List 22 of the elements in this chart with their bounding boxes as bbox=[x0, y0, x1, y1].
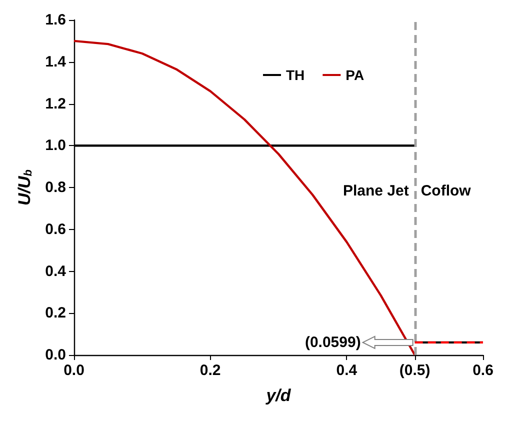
x-axis-title: y/d bbox=[265, 386, 292, 405]
x-tick-label: 0.6 bbox=[472, 362, 494, 379]
y-axis-title: U/Ub bbox=[15, 169, 34, 206]
y-tick-label: 1.4 bbox=[45, 53, 67, 70]
y-tick-label: 0.8 bbox=[45, 179, 66, 196]
y-tick-label: 1.2 bbox=[45, 95, 66, 112]
annotation: Plane Jet bbox=[342, 182, 409, 200]
x-tick-label: 0.4 bbox=[336, 362, 358, 379]
annotation: Coflow bbox=[420, 182, 472, 200]
y-tick-label: 1.6 bbox=[45, 12, 66, 28]
x-tick-label: 0.0 bbox=[64, 362, 84, 379]
line-series bbox=[72, 40, 416, 356]
legend-label: TH bbox=[286, 67, 305, 83]
y-tick-label: 0.2 bbox=[45, 304, 66, 322]
y-tick-label: 1.0 bbox=[45, 137, 66, 154]
y-tick-label: 0.6 bbox=[45, 220, 66, 238]
x-tick-label: (0.5) bbox=[399, 362, 430, 379]
annotation: (0.0599) bbox=[304, 334, 361, 351]
legend-label: PA bbox=[346, 67, 364, 83]
y-tick-label: 0.4 bbox=[45, 262, 67, 280]
x-tick-label: 0.2 bbox=[200, 362, 221, 379]
y-tick-label: 0.0 bbox=[45, 346, 66, 364]
